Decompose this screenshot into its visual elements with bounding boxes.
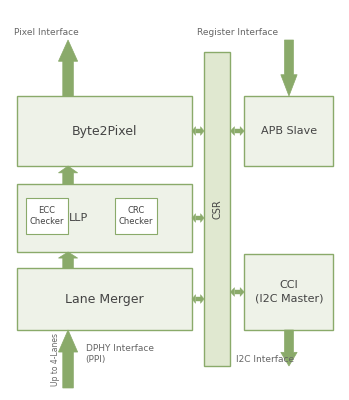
Text: I2C Interface: I2C Interface (236, 355, 294, 364)
Polygon shape (235, 128, 240, 134)
Text: LLP: LLP (69, 213, 88, 223)
Bar (17, 184, 192, 252)
Polygon shape (240, 288, 244, 296)
Polygon shape (195, 128, 200, 134)
Polygon shape (240, 126, 244, 135)
Bar (244, 96, 333, 166)
Text: Pixel Interface: Pixel Interface (14, 28, 79, 37)
Polygon shape (230, 288, 235, 296)
Bar (115, 198, 157, 234)
Polygon shape (281, 40, 297, 96)
Text: Register Interface: Register Interface (197, 28, 278, 37)
Text: APB Slave: APB Slave (261, 126, 317, 136)
Bar (17, 268, 192, 330)
Polygon shape (235, 290, 240, 294)
Polygon shape (192, 294, 195, 303)
Polygon shape (200, 214, 204, 222)
Bar (244, 254, 333, 330)
Polygon shape (195, 216, 200, 220)
Polygon shape (192, 214, 195, 222)
Polygon shape (59, 252, 77, 268)
Polygon shape (281, 330, 297, 366)
Bar (26, 198, 68, 234)
Polygon shape (59, 40, 77, 96)
Polygon shape (200, 126, 204, 135)
Polygon shape (192, 126, 195, 135)
Bar (17, 96, 192, 166)
Text: Byte2Pixel: Byte2Pixel (72, 124, 138, 138)
Polygon shape (230, 126, 235, 135)
Polygon shape (59, 166, 77, 184)
Text: ECC
Checker: ECC Checker (30, 206, 64, 226)
Text: CSR: CSR (212, 199, 222, 219)
Text: CRC
Checker: CRC Checker (119, 206, 153, 226)
Text: Lane Merger: Lane Merger (65, 292, 144, 306)
Polygon shape (195, 296, 200, 302)
Polygon shape (200, 294, 204, 303)
Text: Up to 4-Lanes: Up to 4-Lanes (51, 334, 60, 386)
Text: DPHY Interface
(PPI): DPHY Interface (PPI) (86, 344, 154, 364)
Text: CCI
(I2C Master): CCI (I2C Master) (254, 280, 323, 304)
Bar (204, 52, 230, 366)
Polygon shape (59, 330, 77, 388)
